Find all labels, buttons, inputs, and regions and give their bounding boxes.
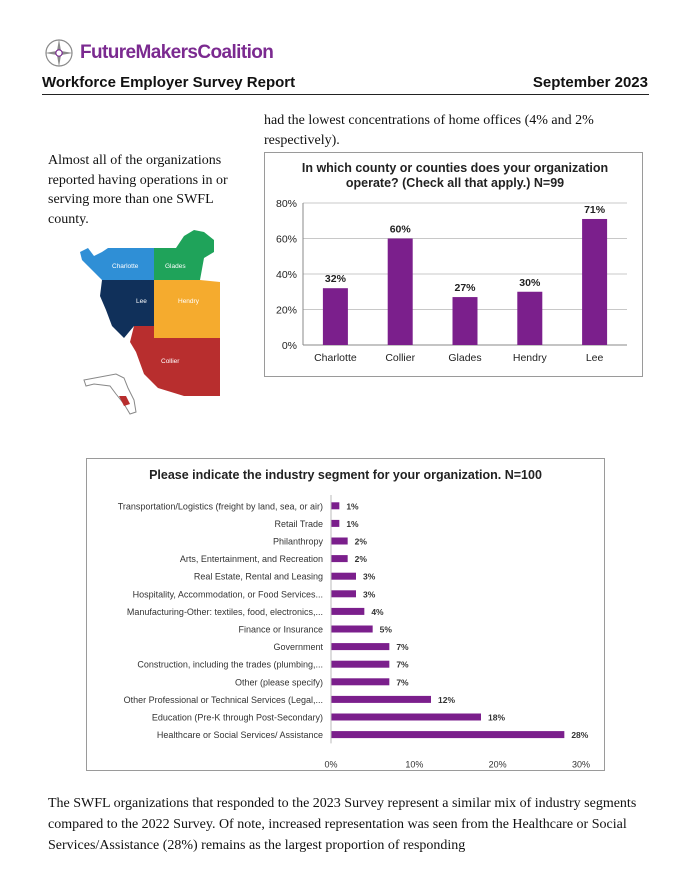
industry-category-label: Hospitality, Accommodation, or Food Serv… — [133, 589, 323, 599]
county-y-tick-label: 60% — [276, 234, 297, 246]
industry-bar — [331, 625, 373, 633]
industry-chart: Transportation/Logistics (freight by lan… — [118, 495, 590, 769]
map-label-lee: Lee — [136, 298, 147, 305]
industry-category-label: Transportation/Logistics (freight by lan… — [118, 501, 323, 511]
industry-chart-title: Please indicate the industry segment for… — [149, 468, 542, 482]
map-region-collier — [130, 326, 220, 396]
industry-category-label: Education (Pre-K through Post-Secondary) — [152, 713, 323, 723]
industry-category-label: Philanthropy — [273, 537, 324, 547]
industry-x-tick-label: 0% — [324, 759, 337, 769]
county-chart-frame: In which county or counties does your or… — [264, 152, 643, 377]
industry-data-label: 1% — [346, 519, 359, 529]
map-label-glades: Glades — [165, 263, 186, 270]
industry-data-label: 28% — [571, 730, 588, 740]
industry-category-label: Healthcare or Social Services/ Assistanc… — [157, 730, 323, 740]
county-bar — [582, 218, 608, 345]
industry-data-label: 5% — [380, 625, 393, 635]
county-y-tick-label: 0% — [282, 340, 297, 352]
report-date: September 2023 — [532, 74, 648, 91]
industry-data-label: 7% — [396, 677, 409, 687]
industry-bar — [331, 519, 340, 527]
county-chart: 0% 20% 40% 60% 80% 32% Charlotte 60% Collier 27% G… — [276, 198, 627, 364]
industry-data-label: 3% — [363, 589, 376, 599]
industry-bar — [331, 695, 431, 703]
county-x-tick-label: Lee — [586, 352, 604, 364]
intro-paragraph: Almost all of the organizations reported… — [48, 153, 228, 227]
industry-bar — [331, 731, 565, 739]
industry-x-tick-label: 10% — [405, 759, 423, 769]
industry-data-label: 2% — [355, 537, 368, 547]
header-divider — [42, 94, 649, 95]
industry-bar — [331, 643, 390, 651]
industry-category-label: Construction, including the trades (plum… — [137, 660, 323, 670]
county-x-tick-label: Hendry — [513, 352, 548, 364]
industry-data-label: 18% — [488, 713, 505, 723]
map-region-lee — [100, 280, 154, 338]
florida-inset-map — [83, 373, 137, 415]
county-data-label: 27% — [454, 282, 476, 294]
map-region-charlotte — [80, 248, 154, 280]
map-region-glades — [154, 230, 214, 280]
industry-bar — [331, 502, 340, 510]
industry-data-label: 3% — [363, 572, 376, 582]
county-data-label: 60% — [390, 224, 412, 236]
industry-category-label: Manufacturing-Other: textiles, food, ele… — [127, 607, 323, 617]
industry-data-label: 4% — [371, 607, 384, 617]
industry-data-label: 12% — [438, 695, 455, 705]
county-chart-title: In which county or counties does your or… — [301, 161, 609, 190]
swfl-county-map: Charlotte Glades Lee Hendry Collier — [80, 230, 220, 415]
county-bar — [322, 288, 348, 345]
industry-x-tick-label: 20% — [489, 759, 507, 769]
county-y-tick-label: 80% — [276, 198, 297, 210]
county-bar — [517, 291, 543, 345]
industry-bar — [331, 590, 356, 598]
map-label-charlotte: Charlotte — [112, 263, 139, 270]
brand-logo: FutureMakersCoalition — [44, 38, 274, 68]
industry-bar — [331, 537, 348, 545]
map-region-hendry — [154, 280, 220, 338]
county-data-label: 32% — [325, 273, 347, 285]
county-data-label: 71% — [584, 204, 606, 216]
county-data-label: 30% — [519, 277, 541, 289]
industry-data-label: 2% — [355, 554, 368, 564]
industry-data-label: 1% — [346, 501, 359, 511]
summary-paragraph: The SWFL organizations that responded to… — [48, 796, 637, 853]
industry-x-tick-label: 30% — [572, 759, 590, 769]
map-label-hendry: Hendry — [178, 298, 200, 305]
industry-category-label: Real Estate, Rental and Leasing — [194, 572, 323, 582]
county-y-tick-label: 20% — [276, 305, 297, 317]
compass-star-icon — [45, 39, 73, 67]
industry-category-label: Retail Trade — [274, 519, 323, 529]
industry-category-label: Other Professional or Technical Services… — [124, 695, 323, 705]
industry-category-label: Other (please specify) — [235, 677, 323, 687]
industry-data-label: 7% — [396, 660, 409, 670]
report-title: Workforce Employer Survey Report — [42, 74, 296, 91]
industry-category-label: Government — [273, 642, 323, 652]
industry-bar — [331, 607, 365, 615]
industry-bar — [331, 678, 390, 686]
industry-bar — [331, 572, 356, 580]
industry-data-label: 7% — [396, 642, 409, 652]
industry-bar — [331, 713, 481, 721]
industry-category-label: Finance or Insurance — [238, 625, 323, 635]
industry-chart-frame: Please indicate the industry segment for… — [86, 458, 605, 771]
industry-bar — [331, 660, 390, 668]
map-label-collier: Collier — [161, 358, 180, 365]
county-x-tick-label: Charlotte — [314, 352, 357, 364]
brand-logo-text: FutureMakersCoalition — [80, 42, 274, 63]
county-x-tick-label: Collier — [385, 352, 415, 364]
top-paragraph: had the lowest concentrations of home of… — [264, 113, 594, 148]
county-bar — [452, 297, 478, 345]
county-y-tick-label: 40% — [276, 269, 297, 281]
county-x-tick-label: Glades — [448, 352, 481, 364]
county-bar — [387, 238, 413, 345]
industry-bar — [331, 555, 348, 563]
industry-category-label: Arts, Entertainment, and Recreation — [180, 554, 323, 564]
